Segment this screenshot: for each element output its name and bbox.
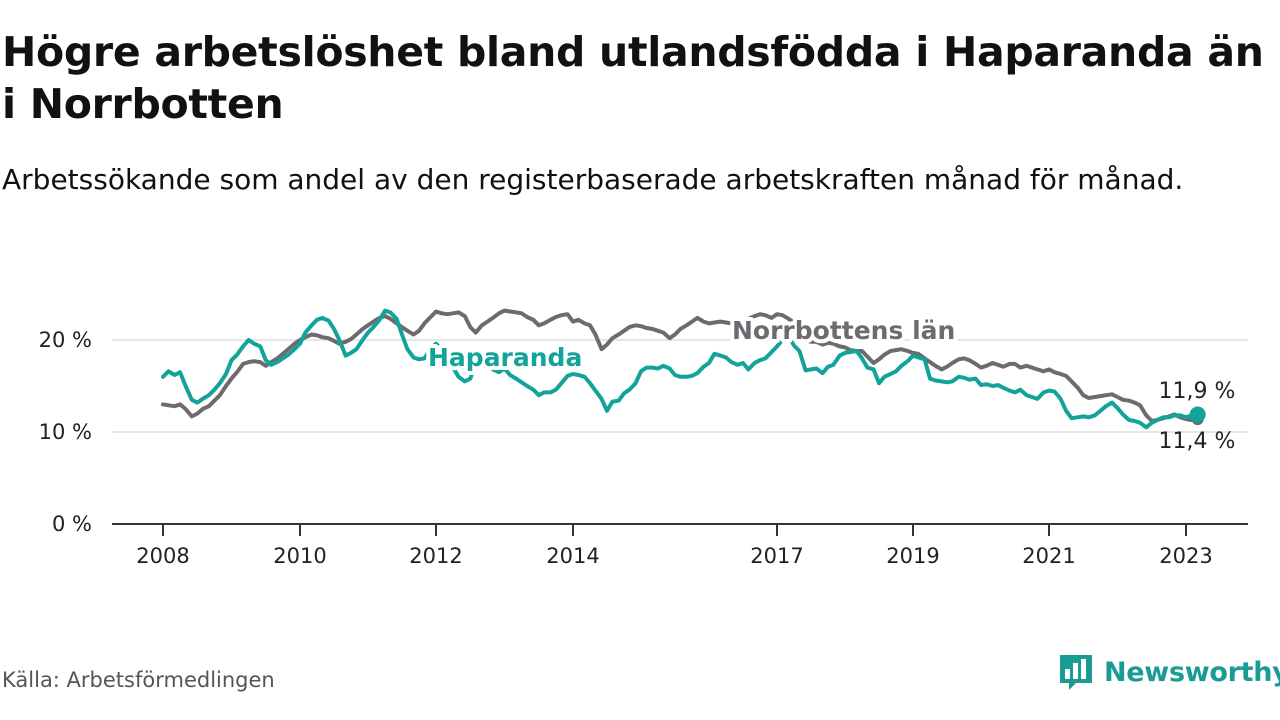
x-tick-label: 2021 — [1022, 544, 1075, 568]
bar-chart-logo-icon — [1060, 655, 1092, 690]
brand-logo[interactable]: Newsworthy — [1058, 652, 1280, 692]
haparanda-line — [161, 308, 1200, 430]
y-tick-label: 0 % — [52, 512, 92, 536]
x-tick-label: 2010 — [273, 544, 326, 568]
source-note: Källa: Arbetsförmedlingen — [2, 668, 275, 692]
brand-name: Newsworthy — [1104, 656, 1280, 688]
haparanda-end-marker — [1189, 406, 1206, 423]
x-tick-label: 2023 — [1159, 544, 1212, 568]
x-tick-label: 2012 — [409, 544, 462, 568]
page-subtitle: Arbetssökande som andel av den registerb… — [2, 163, 1184, 196]
haparanda-series-label-halo: Haparanda — [428, 343, 582, 372]
x-tick-label: 2017 — [750, 544, 803, 568]
y-tick-label: 20 % — [39, 328, 92, 352]
haparanda-series-label: Haparanda — [428, 343, 582, 372]
x-tick-label: 2014 — [546, 544, 599, 568]
x-tick-label: 2019 — [886, 544, 939, 568]
norrbotten-series-label-halo: Norrbottens län — [732, 316, 955, 345]
haparanda-end-label: 11,9 % — [1159, 379, 1236, 404]
y-tick-label: 10 % — [39, 420, 92, 444]
x-tick-label: 2008 — [136, 544, 189, 568]
norrbotten-line — [161, 308, 1200, 423]
page-title: Högre arbetslöshet bland utlandsfödda i … — [2, 28, 1264, 128]
norrbotten-end-label: 11,4 % — [1159, 429, 1236, 454]
norrbotten-series-label: Norrbottens län — [732, 316, 955, 345]
